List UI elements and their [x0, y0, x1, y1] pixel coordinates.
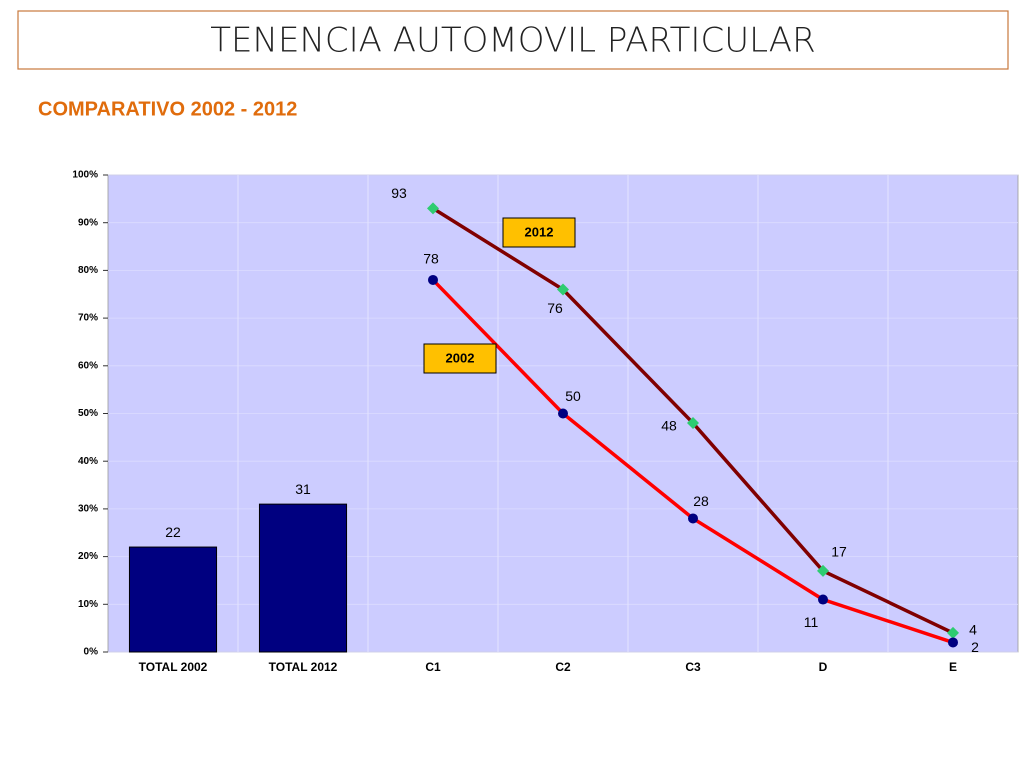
marker	[947, 626, 959, 639]
marker	[818, 594, 828, 605]
y-tick-label: 100%	[72, 170, 98, 181]
y-tick-label: 0%	[84, 647, 99, 658]
data-label: 22	[165, 524, 181, 540]
bar	[128, 546, 218, 653]
marker	[428, 274, 438, 285]
x-tick-label: TOTAL 2012	[269, 660, 338, 674]
data-label: 28	[693, 493, 709, 509]
legend-box	[502, 217, 576, 248]
data-label: 4	[969, 622, 977, 638]
legend-box	[423, 343, 497, 374]
marker	[948, 637, 958, 648]
slide-title: TENENCIA AUTOMOVIL PARTICULAR	[210, 21, 815, 61]
marker	[687, 417, 699, 430]
y-tick-label: 10%	[78, 599, 98, 610]
x-tick-label: C2	[555, 660, 571, 674]
data-label: 17	[831, 544, 847, 560]
data-label: 50	[565, 388, 581, 404]
data-label: 31	[295, 481, 311, 497]
marker	[558, 408, 568, 419]
x-tick-label: TOTAL 2002	[139, 660, 208, 674]
y-tick-label: 70%	[78, 313, 98, 324]
marker	[817, 564, 829, 577]
y-tick-label: 30%	[78, 504, 98, 515]
data-label: 48	[661, 418, 677, 434]
marker	[427, 202, 439, 215]
subtitle: COMPARATIVO 2002 - 2012	[38, 98, 297, 120]
legend-label: 2002	[446, 350, 475, 365]
data-label: 78	[423, 251, 439, 267]
data-label: 2	[971, 639, 979, 655]
y-tick-label: 40%	[78, 456, 98, 467]
data-label: 11	[804, 614, 819, 630]
y-tick-label: 80%	[78, 265, 98, 276]
y-tick-label: 60%	[78, 360, 98, 371]
marker	[688, 513, 698, 524]
bar	[258, 503, 348, 653]
marker	[557, 283, 569, 296]
x-tick-label: C1	[425, 660, 441, 674]
y-tick-label: 50%	[78, 408, 98, 419]
data-label: 93	[391, 185, 407, 201]
title-box	[17, 10, 1009, 70]
y-tick-label: 20%	[78, 551, 98, 562]
x-tick-label: E	[949, 660, 957, 674]
data-label: 76	[547, 300, 563, 316]
x-tick-label: D	[819, 660, 828, 674]
y-tick-label: 90%	[78, 217, 98, 228]
x-tick-label: C3	[685, 660, 701, 674]
legend-label: 2012	[525, 224, 554, 239]
